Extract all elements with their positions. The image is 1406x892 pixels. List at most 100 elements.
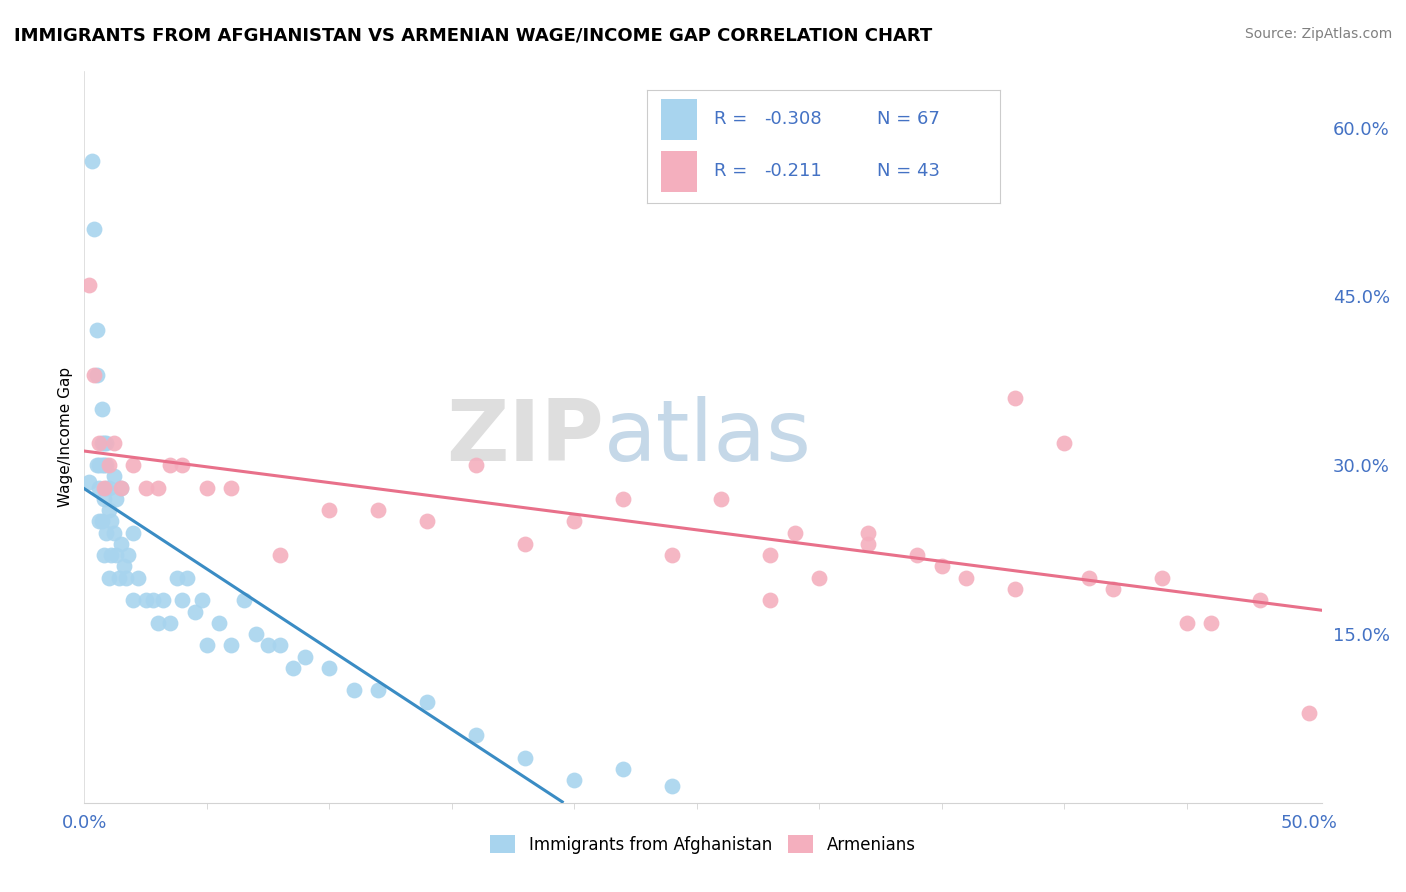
Point bbox=[858, 525, 880, 540]
Point bbox=[195, 481, 218, 495]
Point bbox=[808, 571, 831, 585]
Point bbox=[905, 548, 928, 562]
Point bbox=[83, 368, 105, 383]
Point bbox=[783, 525, 806, 540]
Point bbox=[86, 458, 108, 473]
Point bbox=[97, 481, 120, 495]
Point bbox=[1077, 571, 1099, 585]
Point bbox=[1249, 593, 1271, 607]
Point bbox=[294, 649, 316, 664]
Point bbox=[93, 491, 115, 506]
Point bbox=[90, 435, 112, 450]
Point bbox=[77, 475, 100, 489]
Point bbox=[105, 548, 128, 562]
Point bbox=[612, 491, 634, 506]
Point bbox=[122, 593, 145, 607]
Point bbox=[107, 571, 129, 585]
Point bbox=[146, 615, 169, 630]
Text: ZIP: ZIP bbox=[446, 395, 605, 479]
Point bbox=[77, 278, 100, 293]
Point bbox=[159, 615, 181, 630]
Point bbox=[110, 481, 132, 495]
Point bbox=[93, 458, 115, 473]
Point bbox=[221, 638, 243, 652]
Point bbox=[343, 683, 366, 698]
Point bbox=[661, 548, 683, 562]
Point bbox=[93, 548, 115, 562]
Point bbox=[166, 571, 188, 585]
Point bbox=[195, 638, 218, 652]
Point bbox=[96, 525, 118, 540]
Point bbox=[90, 515, 112, 529]
Point bbox=[152, 593, 174, 607]
Point bbox=[1201, 615, 1223, 630]
Point bbox=[367, 503, 389, 517]
Point bbox=[858, 537, 880, 551]
Point bbox=[416, 515, 439, 529]
Point bbox=[612, 762, 634, 776]
Point bbox=[465, 728, 488, 742]
Point bbox=[146, 481, 169, 495]
Point bbox=[172, 593, 194, 607]
Point bbox=[465, 458, 488, 473]
Point bbox=[515, 537, 537, 551]
Point bbox=[115, 571, 138, 585]
Point bbox=[103, 435, 125, 450]
Y-axis label: Wage/Income Gap: Wage/Income Gap bbox=[58, 367, 73, 508]
Point bbox=[931, 559, 953, 574]
Point bbox=[269, 638, 291, 652]
Point bbox=[710, 491, 733, 506]
Text: Source: ZipAtlas.com: Source: ZipAtlas.com bbox=[1244, 27, 1392, 41]
Point bbox=[87, 481, 110, 495]
Point bbox=[97, 503, 120, 517]
Point bbox=[759, 593, 782, 607]
Point bbox=[1298, 706, 1320, 720]
Point bbox=[416, 694, 439, 708]
Point bbox=[110, 481, 132, 495]
Point bbox=[90, 401, 112, 416]
Point bbox=[122, 525, 145, 540]
Point bbox=[257, 638, 280, 652]
Point bbox=[110, 537, 132, 551]
Point bbox=[759, 548, 782, 562]
Point bbox=[93, 435, 115, 450]
Point bbox=[1152, 571, 1174, 585]
Point bbox=[96, 458, 118, 473]
Point bbox=[1053, 435, 1076, 450]
Point bbox=[96, 435, 118, 450]
Point bbox=[87, 458, 110, 473]
Point bbox=[112, 559, 135, 574]
Point bbox=[87, 515, 110, 529]
Point bbox=[135, 593, 157, 607]
Point bbox=[367, 683, 389, 698]
Point bbox=[80, 154, 103, 169]
Point bbox=[1004, 582, 1026, 596]
Point bbox=[1175, 615, 1198, 630]
Point bbox=[318, 661, 340, 675]
Point bbox=[564, 773, 586, 788]
Point bbox=[281, 661, 304, 675]
Point bbox=[97, 458, 120, 473]
Legend: Immigrants from Afghanistan, Armenians: Immigrants from Afghanistan, Armenians bbox=[484, 829, 922, 860]
Point bbox=[142, 593, 165, 607]
Point bbox=[103, 525, 125, 540]
Point bbox=[269, 548, 291, 562]
Point bbox=[318, 503, 340, 517]
Point bbox=[100, 548, 122, 562]
Point bbox=[172, 458, 194, 473]
Point bbox=[122, 458, 145, 473]
Point bbox=[232, 593, 254, 607]
Point bbox=[245, 627, 267, 641]
Point bbox=[135, 481, 157, 495]
Point bbox=[221, 481, 243, 495]
Point bbox=[661, 779, 683, 793]
Point bbox=[117, 548, 139, 562]
Point bbox=[100, 515, 122, 529]
Point bbox=[159, 458, 181, 473]
Point bbox=[83, 222, 105, 236]
Point bbox=[103, 469, 125, 483]
Point bbox=[97, 571, 120, 585]
Point bbox=[86, 323, 108, 337]
Point bbox=[183, 605, 205, 619]
Point bbox=[105, 491, 128, 506]
